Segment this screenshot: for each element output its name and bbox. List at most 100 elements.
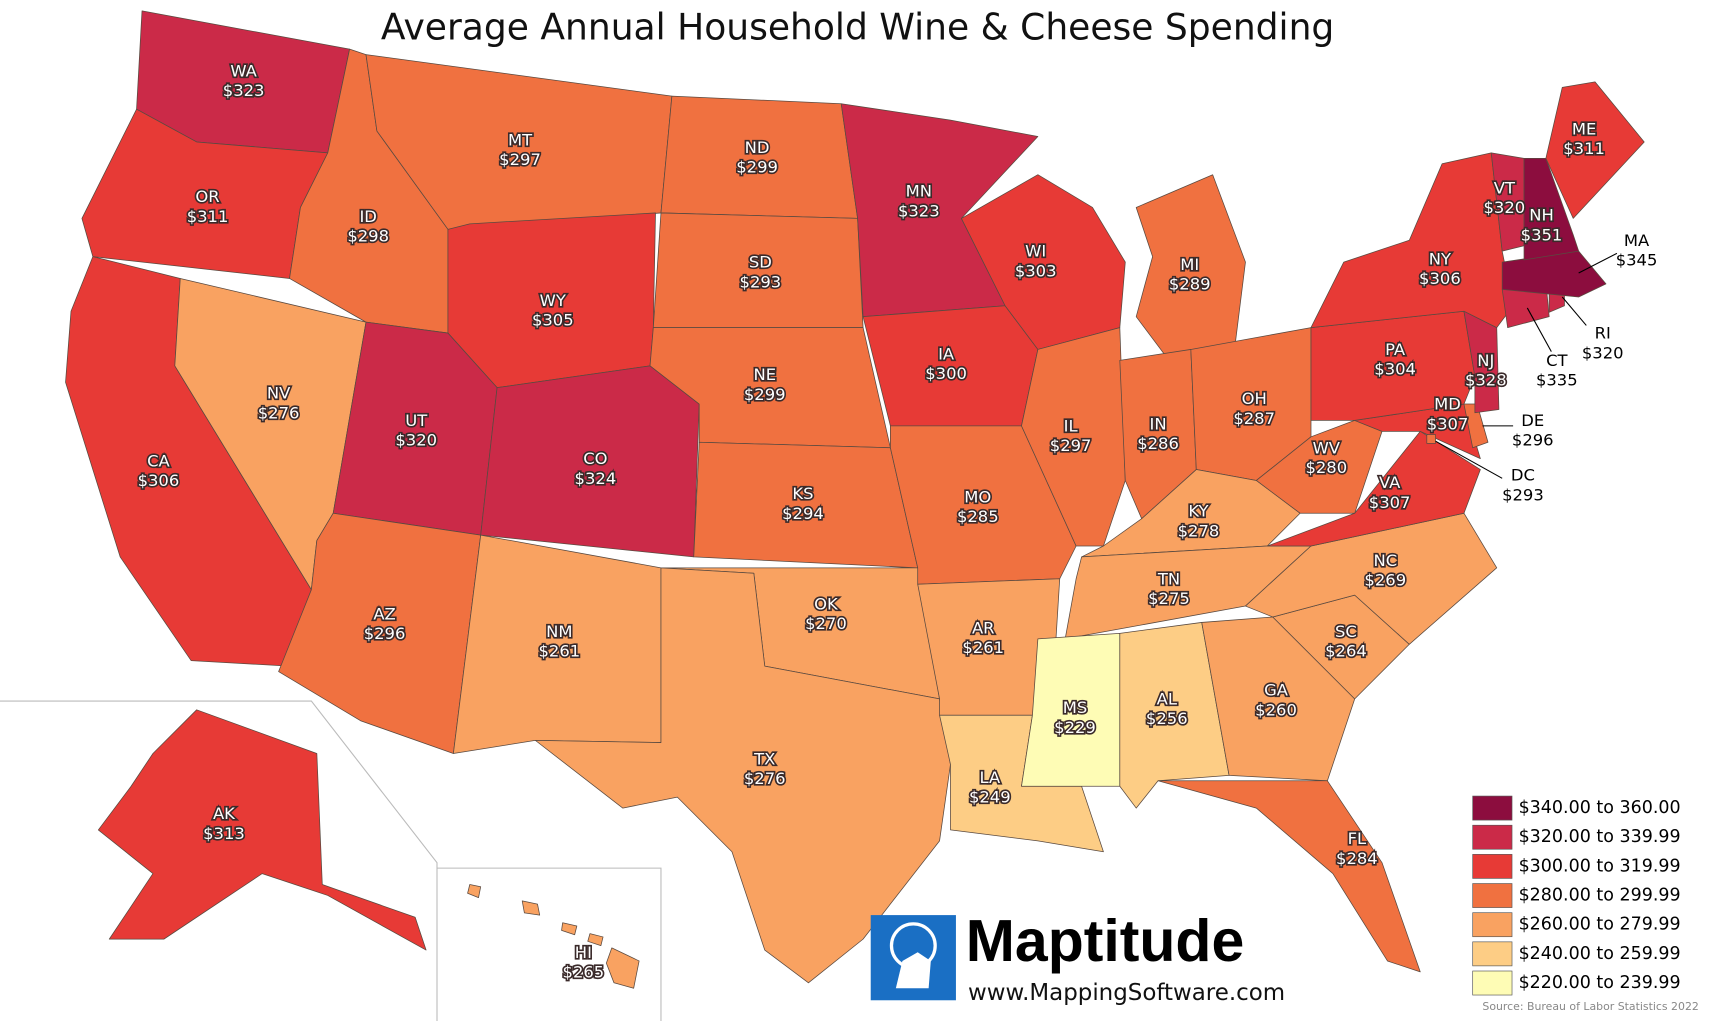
legend-swatch: [1472, 883, 1513, 908]
state-abbr: GA: [1264, 681, 1289, 700]
state: [1201, 616, 1356, 782]
state-value: $305: [532, 311, 574, 330]
state-value: $307: [1369, 493, 1411, 512]
state-value: $298: [347, 226, 389, 245]
state-value: $270: [805, 614, 847, 633]
state-value: $278: [1178, 521, 1220, 540]
state-abbr: DE: [1521, 411, 1544, 430]
state-abbr: SD: [749, 253, 772, 272]
state-abbr: RI: [1595, 324, 1611, 343]
state-abbr: AZ: [373, 604, 395, 623]
state-abbr: OH: [1242, 389, 1267, 408]
state-value: $303: [1015, 261, 1057, 280]
state: [1157, 780, 1421, 973]
state-abbr: AL: [1157, 689, 1178, 708]
state-value: $297: [499, 150, 541, 169]
inset-border: [0, 700, 438, 1021]
state-value: $311: [187, 207, 229, 226]
state-abbr: CT: [1546, 351, 1568, 370]
state: [1545, 81, 1645, 219]
state: [534, 567, 951, 984]
state-value: $276: [744, 769, 786, 788]
states: WA$323OR$311CA$306NV$276ID$298MT$297WY$3…: [65, 10, 1659, 989]
state-value: $324: [575, 469, 617, 488]
state: [1501, 250, 1607, 298]
leader-line: [1526, 307, 1552, 352]
state-value: $300: [925, 364, 967, 383]
state: [480, 365, 700, 558]
legend-swatch: [1472, 854, 1513, 879]
state-abbr: MO: [964, 487, 991, 506]
logo: Maptitude www.MappingSoftware.com: [870, 909, 1285, 1006]
state-value: $320: [395, 431, 437, 450]
state-abbr: NJ: [1477, 351, 1494, 370]
state: [1523, 157, 1580, 261]
state-value: $249: [969, 788, 1011, 807]
map-root: Average Annual Household Wine & Cheese S…: [0, 7, 1699, 1021]
state-abbr: NE: [753, 365, 776, 384]
logo-url: www.MappingSoftware.com: [968, 980, 1285, 1006]
state-abbr: IN: [1150, 414, 1167, 433]
state-value: $320: [1484, 198, 1526, 217]
state-value: $299: [736, 158, 778, 177]
state: [97, 709, 427, 951]
legend-swatch: [1472, 970, 1513, 996]
state-value: $285: [957, 507, 999, 526]
state-abbr: NY: [1429, 249, 1452, 268]
logo-name: Maptitude: [966, 909, 1245, 974]
state: [467, 884, 640, 989]
state: [1463, 403, 1489, 449]
state-abbr: WV: [1313, 438, 1341, 457]
state-abbr: WY: [540, 291, 567, 310]
state-abbr: ND: [745, 138, 770, 157]
state-value: $320: [1582, 343, 1624, 362]
state-value: $296: [364, 624, 406, 643]
state-abbr: MT: [508, 130, 533, 149]
state-abbr: HI: [575, 943, 592, 962]
state-value: $256: [1146, 709, 1188, 728]
state-value: $323: [898, 201, 940, 220]
state-value: $293: [1502, 485, 1544, 504]
state-value: $280: [1305, 458, 1347, 477]
legend: $340.00 to 360.00 $320.00 to 339.99 $300.0…: [1472, 795, 1681, 996]
state-value: $335: [1536, 371, 1578, 390]
state-abbr: DC: [1511, 466, 1535, 485]
legend-swatch: [1472, 912, 1513, 938]
state-abbr: WI: [1025, 242, 1046, 261]
state-value: $289: [1169, 275, 1211, 294]
state-abbr: TN: [1157, 569, 1180, 588]
state-value: $229: [1054, 718, 1096, 737]
state-value: $297: [1050, 436, 1092, 455]
legend-swatch: [1472, 824, 1513, 850]
state-abbr: PA: [1385, 340, 1406, 359]
state-value: $260: [1255, 700, 1297, 719]
state-abbr: WA: [230, 62, 257, 81]
state-abbr: FL: [1348, 829, 1367, 848]
source: Source: Bureau of Labor Statistics 2022: [1482, 1000, 1698, 1013]
state-abbr: AR: [972, 618, 995, 637]
legend-label: $280.00 to 299.99: [1519, 886, 1681, 906]
state-value: $323: [223, 81, 265, 100]
state-value: $264: [1325, 641, 1367, 660]
state-value: $307: [1427, 414, 1469, 433]
state-abbr: ME: [1572, 119, 1596, 138]
state-value: $293: [740, 272, 782, 291]
state-abbr: MN: [906, 182, 932, 201]
state-abbr: NM: [546, 622, 572, 641]
state-abbr: OK: [814, 594, 839, 613]
state-abbr: CO: [583, 449, 607, 468]
state-abbr: NH: [1529, 206, 1554, 225]
state-abbr: KS: [792, 484, 813, 503]
leader-line: [1561, 296, 1587, 326]
state-value: $304: [1374, 360, 1416, 379]
state-abbr: VT: [1494, 178, 1516, 197]
state-abbr: VA: [1379, 473, 1401, 492]
state: [1081, 469, 1301, 558]
state-value: $306: [1419, 269, 1461, 288]
state-value: $299: [744, 385, 786, 404]
state-value: $345: [1616, 250, 1658, 269]
state-abbr: NC: [1373, 551, 1397, 570]
legend-swatch: [1472, 795, 1513, 821]
state-abbr: ID: [359, 207, 376, 226]
legend-label: $220.00 to 239.99: [1519, 973, 1681, 993]
